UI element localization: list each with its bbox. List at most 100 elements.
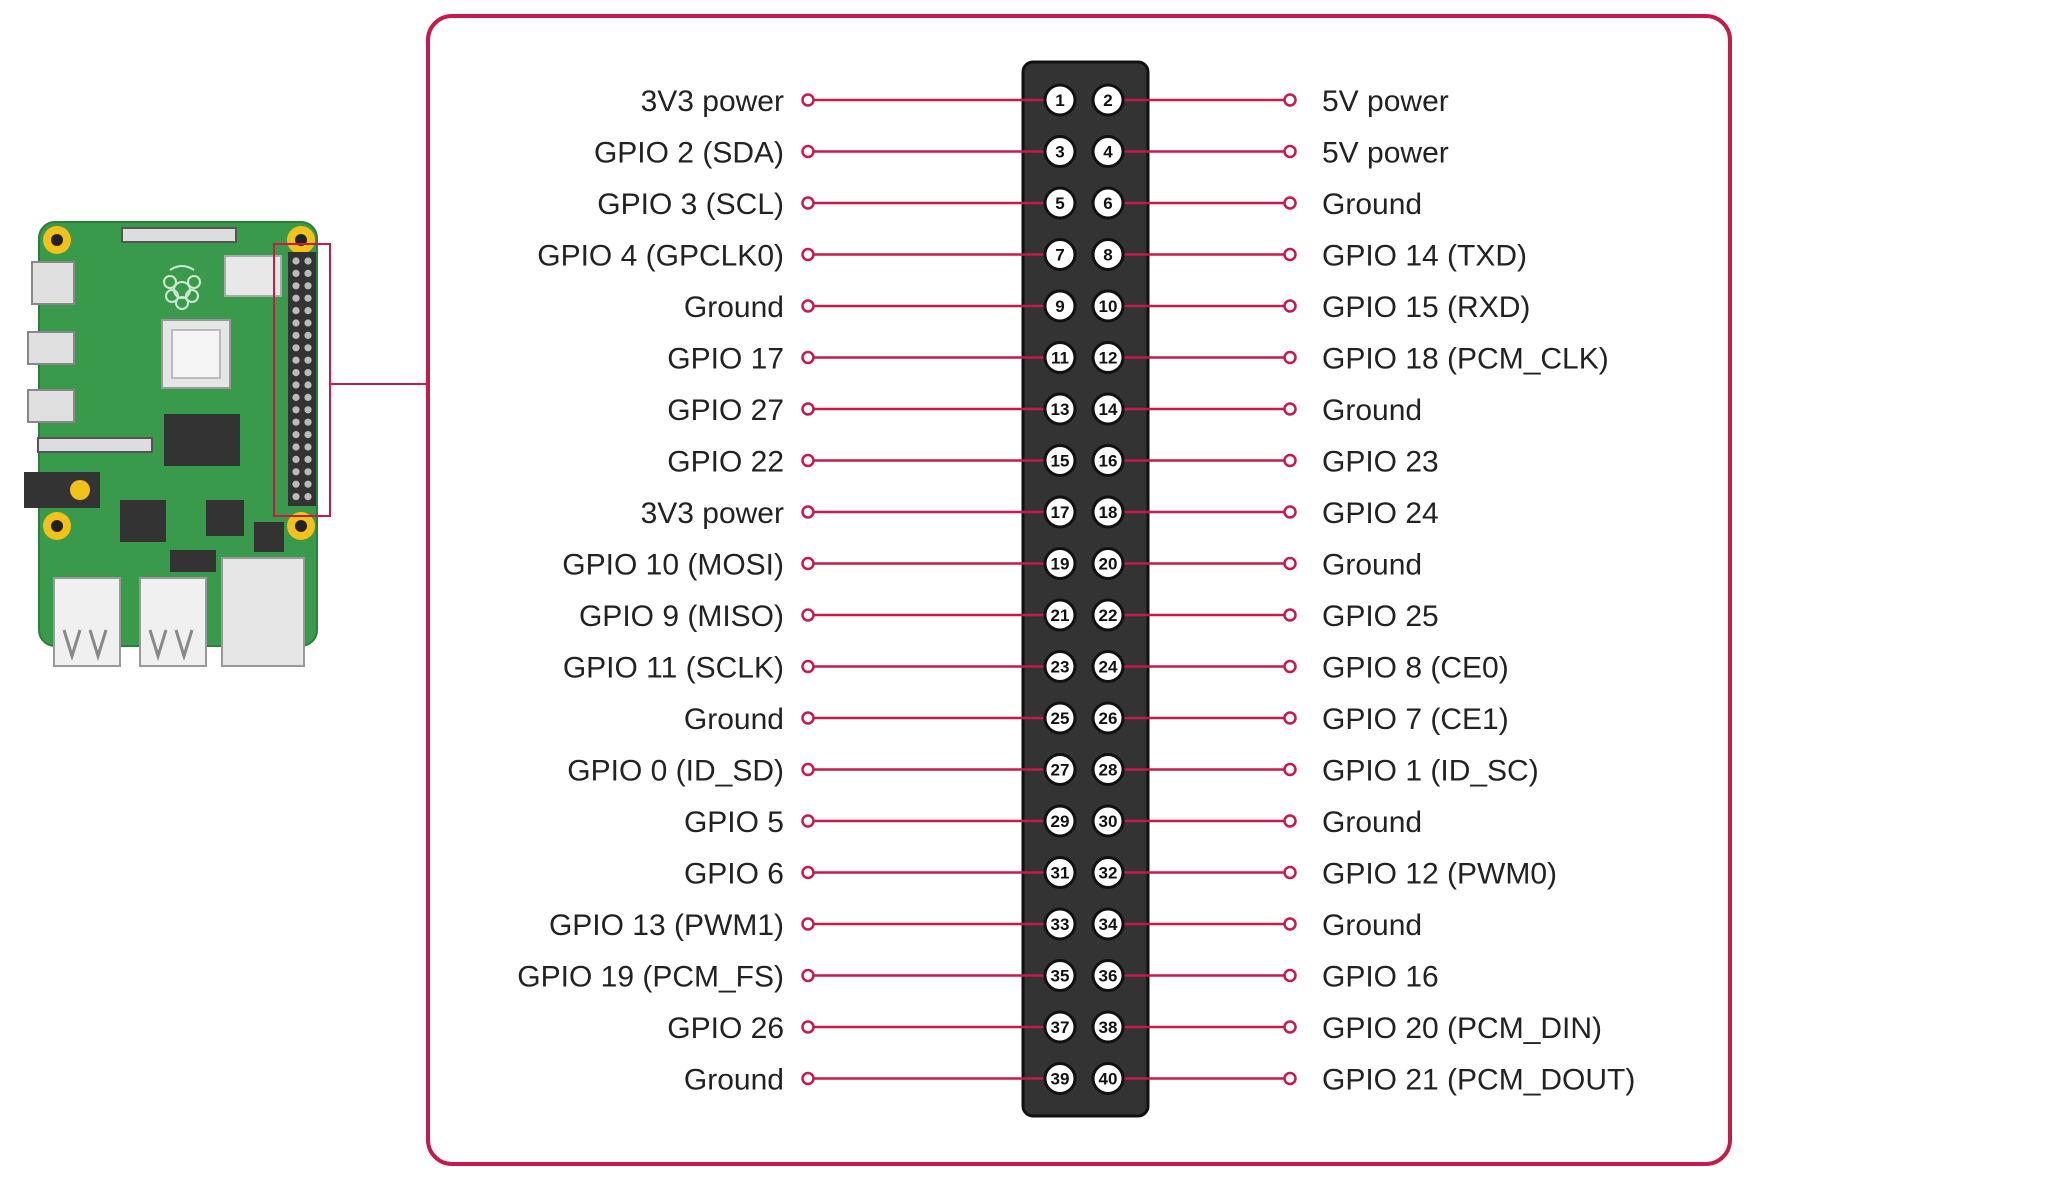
- pin-number-even: 26: [1099, 709, 1118, 728]
- pin-odd: [1043, 186, 1077, 220]
- pin-row: 23 24 GPIO 11 (SCLK) GPIO 8 (CE0): [563, 650, 1509, 685]
- board-header-pin: [304, 356, 312, 364]
- pin-even: [1091, 598, 1125, 632]
- left-terminal-dot: [801, 299, 815, 313]
- right-pin-label: GPIO 18 (PCM_CLK): [1322, 343, 1609, 376]
- pin-number-odd: 17: [1051, 503, 1070, 522]
- usb-ports: [53, 577, 207, 667]
- board-header-pin: [292, 393, 300, 401]
- pin-odd: [1043, 856, 1077, 889]
- pin-number-odd: 37: [1051, 1018, 1070, 1037]
- board-header-pin: [292, 269, 300, 277]
- usb-port-2: [139, 577, 207, 667]
- board-header-pin: [292, 443, 300, 451]
- pin-odd: [1043, 650, 1077, 683]
- ethernet-controller-chip: [206, 500, 244, 536]
- pin-even: [1091, 804, 1125, 838]
- board-header-pin: [292, 307, 300, 315]
- pin-number-odd: 39: [1051, 1070, 1070, 1089]
- left-terminal-dot: [801, 762, 815, 777]
- pin-number-even: 24: [1099, 658, 1118, 677]
- board-header-pin: [304, 319, 312, 327]
- pin-number-even: 8: [1103, 246, 1112, 265]
- display-connector: [121, 227, 237, 243]
- pin-number-odd: 31: [1051, 864, 1070, 883]
- pin-number-odd: 11: [1051, 349, 1069, 368]
- board-header-pin: [292, 493, 300, 501]
- pin-number-odd: 1: [1055, 91, 1064, 110]
- pin-row: 15 16 GPIO 22 GPIO 23: [667, 444, 1439, 479]
- pin-row: 11 12 GPIO 17 GPIO 18 (PCM_CLK): [667, 341, 1609, 376]
- right-pin-label: GPIO 15 (RXD): [1322, 291, 1530, 324]
- board-header-pin: [292, 257, 300, 265]
- raspberry-logo: [163, 265, 201, 310]
- pin-row: 35 36 GPIO 19 (PCM_FS) GPIO 16: [517, 959, 1439, 994]
- right-terminal-dot: [1283, 608, 1297, 622]
- board-header-pin: [292, 331, 300, 339]
- left-pin-label: GPIO 10 (MOSI): [562, 549, 784, 582]
- pin-number-even: 4: [1103, 143, 1113, 162]
- pin-row: 31 32 GPIO 6 GPIO 12 (PWM0): [684, 856, 1557, 891]
- pin-odd: [1043, 598, 1077, 632]
- board-header-pin: [292, 431, 300, 439]
- pin-number-odd: 9: [1055, 297, 1064, 316]
- pin-row: 21 22 GPIO 9 (MISO) GPIO 25: [579, 598, 1439, 633]
- pin-even: [1091, 186, 1125, 220]
- left-pin-label: GPIO 2 (SDA): [594, 137, 784, 170]
- left-pin-label: GPIO 4 (GPCLK0): [537, 240, 784, 273]
- pin-number-even: 16: [1099, 452, 1118, 471]
- board-header-pin: [292, 480, 300, 488]
- pin-row: 25 26 Ground GPIO 7 (CE1): [684, 701, 1509, 736]
- board-header-pin: [304, 331, 312, 339]
- right-pin-label: GPIO 14 (TXD): [1322, 240, 1527, 273]
- pin-number-even: 10: [1099, 297, 1118, 316]
- board-header-pin: [292, 356, 300, 364]
- board-header-pin: [304, 381, 312, 389]
- right-pin-label: GPIO 24: [1322, 497, 1439, 530]
- pin-number-even: 6: [1103, 194, 1112, 213]
- right-terminal-dot: [1283, 247, 1297, 262]
- left-pin-label: GPIO 27: [667, 394, 784, 427]
- right-terminal-dot: [1283, 453, 1297, 468]
- pin-even: [1091, 444, 1125, 477]
- right-pin-label: GPIO 7 (CE1): [1322, 703, 1509, 736]
- pin-even: [1091, 650, 1125, 683]
- left-pin-label: 3V3 power: [641, 497, 784, 530]
- pin-even: [1091, 701, 1125, 735]
- pin-odd: [1043, 959, 1077, 992]
- pin-even: [1091, 1062, 1125, 1095]
- pin-even: [1091, 289, 1125, 323]
- pin-even: [1091, 135, 1125, 168]
- board-header-pin: [292, 282, 300, 290]
- right-terminal-dot: [1283, 968, 1297, 983]
- pin-odd: [1043, 444, 1077, 477]
- right-terminal-dot: [1283, 196, 1297, 210]
- pin-number-even: 18: [1099, 503, 1118, 522]
- pin-odd: [1043, 753, 1077, 786]
- pin-even: [1091, 238, 1125, 271]
- left-terminal-dot: [801, 453, 815, 468]
- right-pin-label: 5V power: [1322, 137, 1449, 170]
- left-pin-label: Ground: [684, 291, 784, 324]
- right-terminal-dot: [1283, 917, 1297, 931]
- right-terminal-dot: [1283, 1020, 1297, 1034]
- right-pin-label: GPIO 12 (PWM0): [1322, 858, 1557, 891]
- left-terminal-dot: [801, 247, 815, 262]
- pin-number-odd: 23: [1051, 658, 1070, 677]
- pin-number-odd: 3: [1055, 143, 1064, 162]
- pin-number-even: 14: [1099, 400, 1118, 419]
- left-pin-label: GPIO 19 (PCM_FS): [517, 961, 784, 994]
- right-pin-label: GPIO 16: [1322, 961, 1439, 994]
- board-header-pin: [292, 319, 300, 327]
- micro-hdmi-port-0: [27, 331, 75, 365]
- right-terminal-dot: [1283, 762, 1297, 777]
- left-pin-label: Ground: [684, 1064, 784, 1097]
- pin-odd: [1043, 135, 1077, 168]
- left-terminal-dot: [801, 968, 815, 983]
- board-header-pin: [292, 344, 300, 352]
- pin-row: 3 4 GPIO 2 (SDA) 5V power: [594, 135, 1449, 170]
- pin-row: 19 20 GPIO 10 (MOSI) Ground: [562, 547, 1422, 582]
- gpio-highlight-box: [273, 243, 331, 517]
- left-terminal-dot: [801, 556, 815, 571]
